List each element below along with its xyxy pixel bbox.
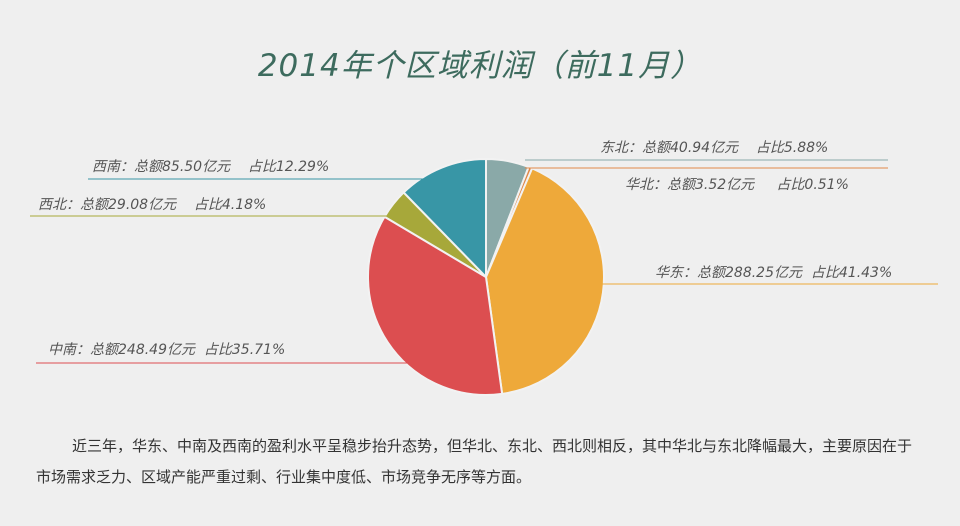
- pie-slice-4: [367, 215, 504, 396]
- chart-title: 2014年个区域利润（前11月）: [257, 48, 703, 84]
- slice-label-4: 中南：总额248.49亿元 占比35.71%: [48, 342, 285, 358]
- pie-slice-6: [402, 157, 487, 280]
- slice-label-6: 西南：总额85.50亿元 占比12.29%: [92, 159, 329, 175]
- slice-label-2: 华北：总额3.52亿元 占比0.51%: [625, 177, 849, 193]
- summary-paragraph: 近三年，华东、中南及西南的盈利水平呈稳步抬升态势，但华北、东北、西北则相反，其中…: [36, 437, 913, 486]
- slice-label-1: 东北：总额40.94亿元 占比5.88%: [600, 140, 828, 156]
- pie-slice-3: [484, 167, 605, 396]
- slice-label-3: 华东：总额288.25亿元 占比41.43%: [655, 265, 892, 281]
- slice-label-5: 西北：总额29.08亿元 占比4.18%: [38, 197, 266, 213]
